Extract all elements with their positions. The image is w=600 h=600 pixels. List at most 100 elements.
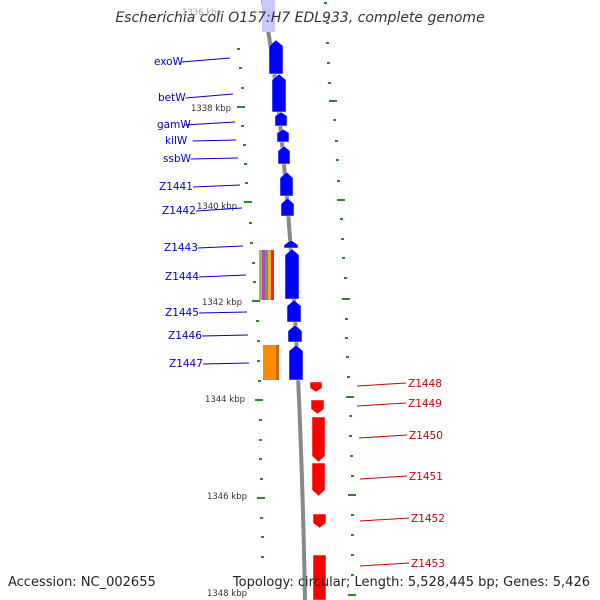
scale-tick [245, 182, 248, 184]
genes-layer [262, 0, 327, 600]
gene-label-Z1445[interactable]: Z1445 [165, 307, 199, 319]
leader-line [184, 121, 236, 126]
scale-tick [335, 140, 338, 142]
leader-line [190, 157, 239, 160]
scale-tick [239, 67, 242, 69]
scale-tick [351, 475, 354, 477]
gene-arrow-ssbW[interactable] [277, 145, 291, 165]
gene-label-Z1453[interactable]: Z1453 [411, 558, 445, 570]
scale-label-kbp-1338: 1338 kbp [191, 104, 231, 114]
gene-arrow-gamW[interactable] [274, 111, 288, 127]
scale-tick [255, 399, 263, 401]
gene-label-Z1450[interactable]: Z1450 [409, 430, 443, 442]
scale-tick [344, 277, 347, 279]
gene-label-Z1442[interactable]: Z1442 [162, 205, 196, 217]
gene-arrow-exoW[interactable] [268, 39, 284, 75]
gene-arrow-Z1448[interactable] [309, 381, 323, 393]
gene-arrow-Z1442[interactable] [280, 197, 295, 217]
gene-arrow-Z1441[interactable] [279, 171, 294, 197]
scale-tick [241, 87, 244, 89]
leader-line [192, 184, 241, 188]
gene-label-kilW[interactable]: kilW [165, 135, 188, 147]
leader-line [185, 93, 234, 99]
features-layer [259, 250, 279, 380]
gene-label-ssbW[interactable]: ssbW [163, 153, 192, 165]
gene-label-Z1451[interactable]: Z1451 [409, 471, 443, 483]
feature-stripe [259, 250, 262, 300]
scale-tick [346, 396, 354, 398]
gene-label-Z1446[interactable]: Z1446 [168, 330, 202, 342]
scale-tick [328, 82, 331, 84]
gene-label-Z1448[interactable]: Z1448 [408, 378, 442, 390]
gene-label-gamW[interactable]: gamW [157, 119, 191, 131]
scale-tick [351, 574, 354, 576]
gene-label-Z1444[interactable]: Z1444 [165, 271, 199, 283]
leader-line [197, 245, 244, 249]
scale-tick [348, 594, 356, 596]
scale-tick [253, 281, 256, 283]
feature-block [263, 345, 279, 380]
scale-tick [252, 300, 260, 302]
labels-layer: 1336 kbp 1338 kbp 1340 kbp 1342 kbp 1344 kbp… [154, 8, 445, 599]
scale-tick [237, 48, 240, 50]
gene-partial-icon [262, 0, 275, 32]
feature-block-edge [276, 345, 279, 380]
scale-tick [345, 318, 348, 320]
gene-arrow-Z1452[interactable] [312, 513, 327, 529]
gene-arrow-Z1443[interactable] [283, 239, 299, 249]
leader-line [359, 517, 410, 522]
gene-arrow-Z1445[interactable] [286, 299, 302, 323]
scale-tick [244, 201, 252, 203]
scale-tick [327, 62, 330, 64]
scale-tick [350, 455, 353, 457]
gene-arrow-Z1447[interactable] [288, 344, 304, 381]
scale-tick [342, 257, 345, 259]
scale-tick [237, 106, 245, 108]
leader-line [195, 207, 243, 212]
gene-arrow-Z1450[interactable] [311, 416, 326, 463]
gene-arrow-Z1444[interactable] [284, 248, 300, 300]
gene-label-Z1447[interactable]: Z1447 [169, 358, 203, 370]
feature-stripe [262, 250, 265, 300]
scale-tick [241, 125, 244, 127]
gene-label-betW[interactable]: betW [158, 92, 186, 104]
scale-tick [336, 159, 339, 161]
gene-label-exoW[interactable]: exoW [154, 56, 184, 68]
gene-arrow-betW[interactable] [271, 73, 287, 113]
scale-tick [260, 517, 263, 519]
gene-label-Z1452[interactable]: Z1452 [411, 513, 445, 525]
scale-tick [250, 242, 253, 244]
gene-arrow-Z1449[interactable] [310, 399, 325, 415]
gene-label-Z1441[interactable]: Z1441 [159, 181, 193, 193]
leader-line [202, 362, 250, 365]
leader-line [356, 402, 407, 407]
scale-ticks [237, 2, 356, 596]
scale-tick [258, 380, 261, 382]
leader-line [359, 475, 408, 480]
scale-tick [342, 298, 350, 300]
gene-arrow-Z1446[interactable] [287, 324, 303, 343]
scale-tick [243, 144, 246, 146]
scale-tick [326, 42, 329, 44]
gene-label-Z1443[interactable]: Z1443 [164, 242, 198, 254]
accession-text: Accession: NC_002655 [8, 575, 156, 590]
scale-label-kbp-1348: 1348 kbp [207, 589, 247, 599]
scale-tick [351, 514, 354, 516]
gene-arrow-Z1453[interactable] [312, 554, 327, 600]
leader-line [192, 139, 237, 142]
scale-tick [349, 435, 352, 437]
scale-tick [351, 554, 354, 556]
gene-label-Z1449[interactable]: Z1449 [408, 398, 442, 410]
scale-tick [347, 376, 350, 378]
scale-label-kbp-1346: 1346 kbp [207, 492, 247, 502]
map-title: Escherichia coli O157:H7 EDL933, complet… [115, 10, 485, 26]
gene-arrow-Z1451[interactable] [311, 462, 326, 497]
leader-line [198, 311, 248, 314]
topology-text: Topology: circular; Length: 5,528,445 bp… [232, 575, 590, 590]
scale-tick [324, 2, 327, 4]
gene-arrow-kilW[interactable] [276, 128, 290, 143]
scale-tick [340, 218, 343, 220]
scale-tick [261, 556, 264, 558]
